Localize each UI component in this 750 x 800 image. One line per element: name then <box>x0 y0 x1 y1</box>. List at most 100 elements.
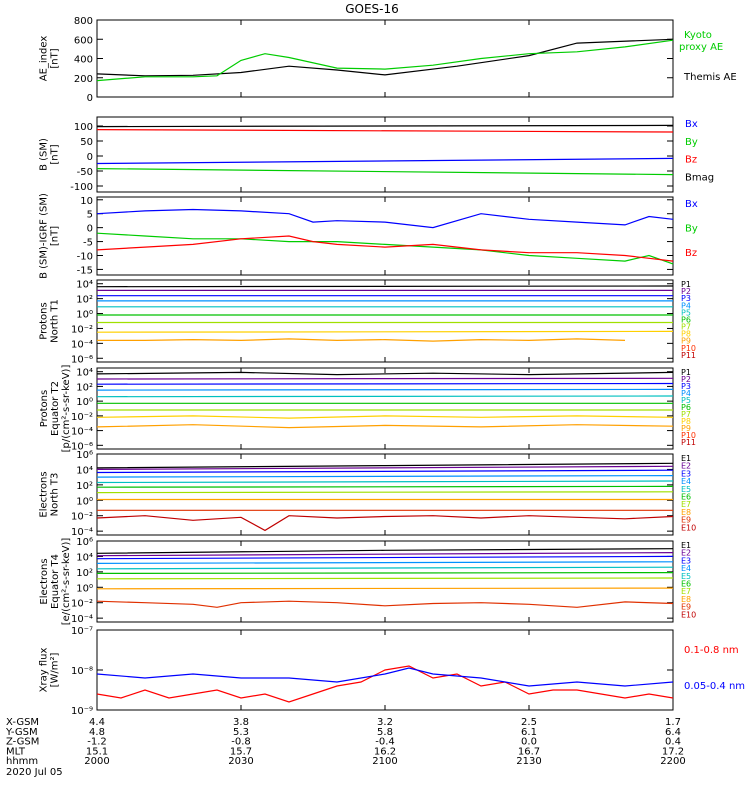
y-tick-label: 10⁻⁶ <box>71 354 93 365</box>
legend-label: P10 <box>681 431 696 440</box>
y-tick-label: 10² <box>76 481 93 492</box>
legend-label: P11 <box>681 438 696 447</box>
y-tick-label: 10⁻⁴ <box>71 427 93 438</box>
y-axis-label: Xray flux <box>39 648 50 693</box>
y-tick-label: 10⁰ <box>76 496 93 507</box>
y-tick-label: 600 <box>74 35 93 46</box>
series-line-p5 <box>96 395 674 398</box>
y-tick-label: 200 <box>74 74 93 85</box>
series-line-p3 <box>96 382 674 385</box>
x-row-value: 4.8 <box>89 727 105 738</box>
legend-label: P3 <box>681 294 691 303</box>
x-axis-table: X-GSM 4.4 3.8 3.2 2.5 1.7 Y-GSM 4.8 5.3 5.8 6.1 6.4… <box>5 717 686 767</box>
series-line-e2 <box>96 551 674 557</box>
legend-label: E9 <box>681 603 691 612</box>
series-line-bmag <box>96 124 674 128</box>
series-line-e5 <box>96 480 674 484</box>
y-tick-label: 10⁰ <box>76 397 93 408</box>
y-axis-label: [e/(cm²-s-sr-keV)] <box>61 538 72 626</box>
y-axis-label: Equator T2 <box>50 381 61 436</box>
legend-label: P9 <box>681 424 691 433</box>
date-label: 2020 Jul 05 <box>6 767 63 778</box>
legend-label: E5 <box>681 572 691 581</box>
legend-label: E7 <box>681 500 691 509</box>
y-tick-label: 10⁻⁸ <box>71 666 93 677</box>
x-row-value: -0.8 <box>231 737 251 748</box>
y-tick-label: 0 <box>87 152 93 163</box>
y-tick-label: 400 <box>74 55 93 66</box>
legend-label: P9 <box>681 337 691 346</box>
y-axis-label: [W/m²] <box>50 652 61 687</box>
panel-frame <box>96 19 674 98</box>
x-row-value: 2.5 <box>521 717 537 728</box>
legend-label: P1 <box>681 368 691 377</box>
series-line-0.1-0.8-nm <box>96 665 674 703</box>
series-line-e6 <box>96 571 674 575</box>
y-axis-label: North T1 <box>50 299 61 343</box>
legend-label: P10 <box>681 344 696 353</box>
y-axis-label: [nT] <box>50 48 61 68</box>
y-tick-label: 10⁶ <box>76 450 93 461</box>
y-tick-label: -5 <box>83 238 93 249</box>
legend-label: E3 <box>681 469 691 478</box>
y-tick-label: 10⁶ <box>76 537 93 548</box>
legend-label: E7 <box>681 587 691 596</box>
y-tick-label: 10⁴ <box>76 368 93 379</box>
y-tick-label: 10² <box>76 382 93 393</box>
y-tick-label: -100 <box>70 182 93 193</box>
legend-label: Bmag <box>685 173 714 184</box>
legend-label: E8 <box>681 508 691 517</box>
series-line-e6 <box>96 485 674 488</box>
y-tick-label: 10 <box>80 196 93 207</box>
panel-bsm: -100 -50 0 50 100 B (SM) [nT] Bx By Bz Bmag <box>39 116 714 193</box>
legend-label: 0.05-0.4 nm <box>684 681 745 692</box>
y-tick-label: 5 <box>87 210 93 221</box>
x-row-value: 16.7 <box>518 746 540 757</box>
legend-label: Bx <box>685 119 698 130</box>
y-tick-label: 10⁻⁴ <box>71 614 93 625</box>
series-line-by <box>96 168 674 176</box>
y-tick-label: 10⁻² <box>71 512 93 523</box>
series-line-by <box>96 232 674 265</box>
x-row-value: 5.8 <box>377 727 393 738</box>
series-line-e5 <box>96 566 674 570</box>
x-row-value: 2030 <box>228 756 253 767</box>
x-row-value: 6.4 <box>665 727 681 738</box>
legend-label: E6 <box>681 493 691 502</box>
x-row-value: 4.4 <box>89 717 105 728</box>
series-line-p9 <box>96 424 674 429</box>
y-tick-label: 10⁴ <box>76 465 93 476</box>
y-tick-label: 100 <box>74 122 93 133</box>
series-line-themis-ae <box>96 38 674 77</box>
y-tick-label: 10⁻⁴ <box>71 527 93 538</box>
x-row-value: 15.7 <box>230 746 252 757</box>
y-tick-label: 10⁰ <box>76 583 93 594</box>
y-tick-label: 800 <box>74 16 93 27</box>
series-line-e2 <box>96 465 674 470</box>
legend-label: P6 <box>681 403 691 412</box>
y-tick-label: 10⁻² <box>71 412 93 423</box>
legend-label: Kyoto <box>684 30 712 41</box>
legend-label: P8 <box>681 330 691 339</box>
legend-label: E6 <box>681 580 691 589</box>
series-line-p2 <box>96 377 674 380</box>
y-axis-label: Electrons <box>39 558 50 604</box>
x-row-value: -0.4 <box>375 737 395 748</box>
y-axis-label: [nT] <box>50 144 61 164</box>
series-line-e3 <box>96 555 674 560</box>
series-line-p1 <box>96 285 674 288</box>
series-line-p8 <box>96 330 674 333</box>
x-row-value: 17.2 <box>662 746 684 757</box>
series-line-e1 <box>96 548 674 554</box>
legend-label: P2 <box>681 375 691 384</box>
x-row-value: 2130 <box>516 756 541 767</box>
y-tick-label: -50 <box>77 167 93 178</box>
legend-label: P3 <box>681 382 691 391</box>
y-tick-label: -10 <box>77 252 93 263</box>
y-tick-label: 10⁴ <box>76 280 93 291</box>
y-tick-label: 50 <box>80 137 93 148</box>
legend-label: E10 <box>681 523 696 532</box>
